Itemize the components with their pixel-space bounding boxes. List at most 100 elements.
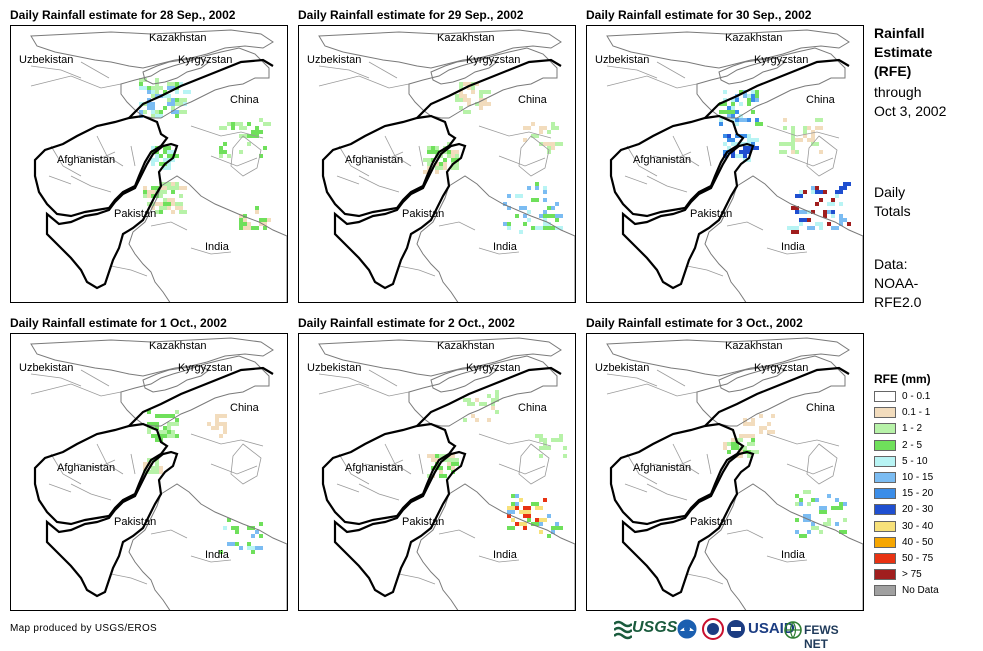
rainfall-cell — [535, 226, 543, 230]
label-kyrgyzstan: Kyrgyzstan — [178, 54, 233, 66]
rainfall-cell — [255, 126, 259, 130]
rainfall-cell — [459, 106, 463, 110]
rainfall-cell — [455, 154, 459, 158]
rainfall-cell — [739, 150, 743, 154]
side-title-line2: Estimate — [874, 44, 933, 60]
rainfall-cell — [431, 146, 435, 150]
legend-label: 10 - 15 — [902, 472, 934, 483]
rainfall-cell — [159, 470, 163, 474]
label-pakistan: Pakistan — [690, 208, 733, 220]
rainfall-cell — [755, 122, 763, 126]
rainfall-cell — [147, 86, 151, 90]
tajikistan-boundary — [416, 58, 562, 119]
province-boundary — [150, 221, 188, 231]
rainfall-map: Kazakhstan Uzbekistan Kyrgyzstan China Afgha… — [10, 25, 288, 303]
rainfall-cell — [235, 122, 239, 126]
label-india: India — [781, 241, 805, 253]
rainfall-cell — [259, 522, 263, 526]
rainfall-cell — [155, 462, 159, 466]
rainfall-cell — [751, 450, 759, 454]
rainfall-cell — [559, 434, 563, 438]
rainfall-cell — [835, 498, 839, 502]
rainfall-cell — [807, 138, 815, 142]
rainfall-cell — [219, 434, 223, 438]
rainfall-cell — [155, 154, 159, 158]
province-boundary — [606, 373, 658, 387]
rainfall-cell — [527, 186, 531, 190]
province-boundary — [646, 483, 688, 501]
rainfall-cell — [155, 78, 159, 82]
rainfall-cell — [791, 130, 795, 134]
province-boundary — [706, 453, 712, 475]
nws-logo — [702, 618, 724, 642]
rainfall-pixels — [723, 414, 847, 538]
legend-title: RFE (mm) — [874, 372, 931, 386]
india-boundary — [128, 175, 287, 302]
rainfall-cell — [755, 94, 759, 98]
rainfall-cell — [435, 162, 439, 166]
rainfall-cell — [227, 518, 231, 522]
rainfall-cell — [747, 98, 751, 102]
legend-swatch — [874, 455, 896, 467]
rainfall-cell — [739, 102, 743, 106]
province-boundary — [518, 135, 550, 177]
rainfall-cell — [139, 102, 143, 106]
rainfall-cell — [783, 142, 787, 146]
rainfall-cell — [731, 98, 735, 102]
rainfall-cell — [227, 154, 231, 158]
side-data-line2: NOAA- — [874, 275, 919, 291]
rainfall-cell — [551, 530, 555, 534]
rainfall-cell — [739, 446, 747, 450]
rainfall-cell — [167, 146, 171, 150]
rainfall-cell — [423, 170, 427, 174]
label-kyrgyzstan: Kyrgyzstan — [178, 362, 233, 374]
rainfall-cell — [259, 118, 263, 122]
label-kazakhstan: Kazakhstan — [437, 340, 495, 352]
province-boundary — [30, 75, 122, 89]
rainfall-cell — [519, 206, 527, 210]
rainfall-cell — [239, 226, 243, 230]
rainfall-cell — [251, 534, 255, 538]
rainfall-cell — [767, 430, 771, 434]
rainfall-cell — [151, 202, 155, 206]
panel-title: Daily Rainfall estimate for 1 Oct., 2002 — [10, 316, 227, 330]
label-afghanistan: Afghanistan — [345, 154, 404, 166]
rainfall-cell — [167, 82, 175, 86]
province-boundary — [190, 433, 264, 447]
province-boundary — [806, 135, 838, 177]
province-boundary — [130, 453, 136, 475]
rainfall-cell — [543, 198, 547, 202]
rainfall-cell — [751, 422, 755, 426]
label-kyrgyzstan: Kyrgyzstan — [754, 54, 809, 66]
rainfall-cell — [495, 394, 499, 398]
rainfall-cell — [459, 90, 463, 94]
label-china: China — [518, 402, 547, 414]
rainfall-cell — [451, 150, 459, 154]
rainfall-cell — [563, 446, 567, 450]
rainfall-cell — [807, 218, 811, 222]
rainfall-cell — [223, 526, 227, 530]
rainfall-cell — [167, 98, 171, 102]
rainfall-cell — [219, 422, 223, 426]
rainfall-cell — [459, 82, 463, 86]
rainfall-cell — [183, 98, 187, 102]
rainfall-cell — [551, 122, 555, 126]
rainfall-cell — [531, 502, 539, 506]
rainfall-cell — [255, 546, 263, 550]
rainfall-cell — [735, 122, 739, 126]
rainfall-cell — [523, 214, 527, 218]
rainfall-cell — [747, 422, 751, 426]
province-boundary — [96, 443, 124, 475]
rainfall-cell — [143, 110, 147, 114]
rainfall-cell — [259, 130, 263, 134]
rainfall-cell — [523, 506, 531, 510]
rainfall-cell — [511, 494, 515, 498]
province-boundary — [70, 175, 112, 193]
rainfall-map: Kazakhstan Uzbekistan Kyrgyzstan China Afgha… — [298, 333, 576, 611]
province-boundary — [606, 75, 698, 89]
label-india: India — [781, 549, 805, 561]
rainfall-cell — [723, 98, 727, 102]
kyrgyzstan-boundary — [718, 365, 787, 393]
legend-swatch — [874, 391, 896, 402]
rainfall-cell — [751, 438, 755, 442]
